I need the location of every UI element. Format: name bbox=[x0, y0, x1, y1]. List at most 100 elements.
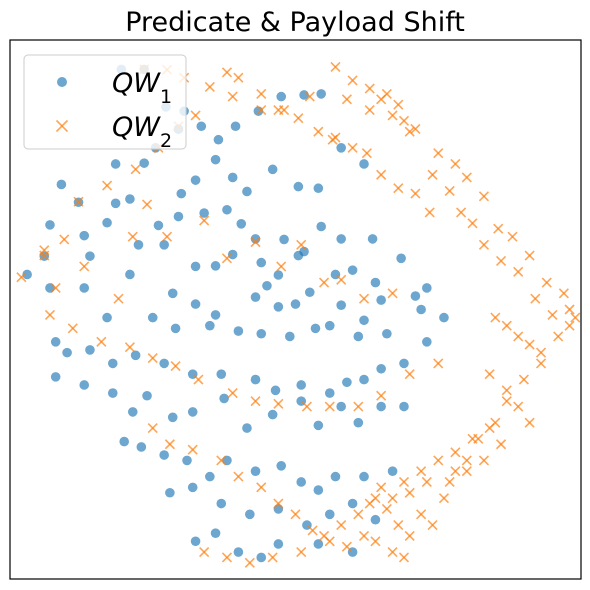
data-point-s1-80 bbox=[284, 331, 295, 342]
legend-marker-1 bbox=[57, 77, 67, 87]
data-point-s1-112 bbox=[242, 423, 252, 433]
data-point-s1-134 bbox=[187, 482, 198, 493]
data-point-s1-63 bbox=[273, 302, 284, 312]
data-point-s2-155 bbox=[461, 466, 472, 477]
data-point-s2-8 bbox=[313, 126, 324, 137]
data-point-s1-68 bbox=[376, 295, 386, 305]
data-point-s2-108 bbox=[416, 466, 427, 477]
data-point-s2-153 bbox=[421, 476, 432, 488]
data-point-s2-5 bbox=[256, 88, 267, 99]
data-point-s1-19 bbox=[242, 186, 252, 197]
data-point-s1-86 bbox=[439, 312, 449, 323]
data-point-s2-78 bbox=[387, 288, 398, 299]
data-point-s1-85 bbox=[416, 304, 426, 315]
data-point-s1-45 bbox=[190, 261, 201, 272]
data-point-s1-74 bbox=[102, 312, 112, 323]
data-point-s1-103 bbox=[422, 337, 432, 347]
data-point-s1-44 bbox=[159, 240, 169, 250]
data-point-s1-25 bbox=[56, 179, 67, 190]
data-point-s2-43 bbox=[513, 266, 524, 277]
data-point-s1-137 bbox=[273, 504, 284, 514]
data-point-s2-48 bbox=[16, 272, 27, 283]
data-point-s1-102 bbox=[399, 358, 409, 369]
data-point-s2-106 bbox=[450, 447, 461, 458]
data-point-s2-118 bbox=[450, 466, 461, 477]
data-point-s2-17 bbox=[347, 75, 358, 86]
data-point-s1-53 bbox=[370, 277, 381, 288]
data-point-s1-84 bbox=[382, 328, 392, 339]
data-point-s1-82 bbox=[324, 320, 335, 331]
data-point-s1-126 bbox=[250, 466, 261, 477]
data-point-s2-56 bbox=[190, 110, 201, 121]
data-point-s2-68 bbox=[141, 199, 153, 210]
data-point-s2-142 bbox=[199, 546, 210, 558]
data-point-s2-29 bbox=[524, 250, 535, 261]
data-point-s2-70 bbox=[199, 215, 210, 226]
data-point-s1-76 bbox=[170, 323, 181, 334]
data-point-s1-11 bbox=[316, 89, 326, 99]
data-point-s1-22 bbox=[313, 183, 324, 194]
data-point-s2-138 bbox=[358, 530, 370, 541]
data-point-s1-145 bbox=[256, 552, 267, 563]
data-point-s2-124 bbox=[535, 358, 547, 369]
data-point-s2-7 bbox=[293, 113, 304, 124]
data-point-s1-52 bbox=[347, 265, 358, 275]
data-point-s1-24 bbox=[359, 159, 369, 169]
data-point-s1-141 bbox=[370, 514, 381, 525]
data-point-s1-117 bbox=[353, 417, 364, 428]
data-point-s2-98 bbox=[524, 339, 535, 350]
data-point-s1-128 bbox=[296, 477, 307, 487]
data-point-s1-73 bbox=[79, 283, 90, 293]
data-point-s2-125 bbox=[553, 331, 564, 342]
data-point-s1-57 bbox=[125, 269, 135, 280]
data-point-s1-101 bbox=[376, 363, 386, 374]
data-point-s1-32 bbox=[222, 204, 232, 215]
data-point-s2-57 bbox=[221, 67, 233, 78]
data-point-s2-87 bbox=[250, 396, 261, 407]
data-point-s2-31 bbox=[558, 288, 569, 299]
data-point-s2-67 bbox=[127, 231, 138, 242]
data-point-s1-113 bbox=[267, 409, 278, 420]
data-point-s2-21 bbox=[398, 115, 410, 126]
data-point-s1-62 bbox=[262, 280, 272, 291]
data-point-s1-124 bbox=[205, 471, 215, 482]
data-point-s1-90 bbox=[107, 358, 118, 369]
data-point-s1-6 bbox=[213, 134, 224, 145]
data-point-s1-50 bbox=[293, 250, 304, 261]
data-point-s1-131 bbox=[359, 471, 369, 482]
data-point-s2-91 bbox=[353, 401, 364, 412]
data-point-s1-18 bbox=[227, 172, 238, 183]
data-point-s2-102 bbox=[513, 401, 524, 412]
data-point-s1-129 bbox=[313, 485, 324, 495]
data-point-s1-91 bbox=[130, 350, 141, 361]
data-point-s2-10 bbox=[347, 142, 358, 153]
data-point-s2-141 bbox=[398, 552, 410, 563]
data-point-s2-80 bbox=[67, 323, 78, 334]
data-point-s2-144 bbox=[244, 557, 255, 568]
data-point-s1-48 bbox=[256, 257, 267, 268]
data-point-s2-18 bbox=[364, 83, 375, 94]
data-point-s2-83 bbox=[147, 352, 158, 364]
data-point-s1-99 bbox=[342, 377, 352, 388]
data-point-s2-25 bbox=[461, 172, 472, 183]
data-point-s1-49 bbox=[273, 270, 284, 280]
data-point-s2-33 bbox=[364, 105, 375, 116]
data-point-s2-151 bbox=[387, 493, 398, 504]
data-point-s1-77 bbox=[205, 320, 215, 331]
data-point-s1-98 bbox=[324, 388, 335, 398]
data-point-s2-145 bbox=[267, 552, 278, 563]
data-point-s2-4 bbox=[227, 91, 238, 102]
data-point-s2-63 bbox=[39, 245, 50, 256]
legend-label-2: QW2 bbox=[112, 112, 172, 152]
data-point-s2-96 bbox=[501, 320, 512, 331]
data-point-s2-34 bbox=[381, 88, 392, 99]
data-point-s2-51 bbox=[73, 196, 84, 207]
data-point-s1-92 bbox=[159, 358, 169, 369]
data-point-s2-41 bbox=[478, 239, 489, 250]
data-point-s1-12 bbox=[110, 159, 121, 169]
data-point-s1-120 bbox=[119, 436, 129, 447]
data-point-s1-142 bbox=[190, 536, 201, 547]
data-point-s2-120 bbox=[473, 433, 484, 444]
data-point-s2-53 bbox=[130, 164, 141, 175]
